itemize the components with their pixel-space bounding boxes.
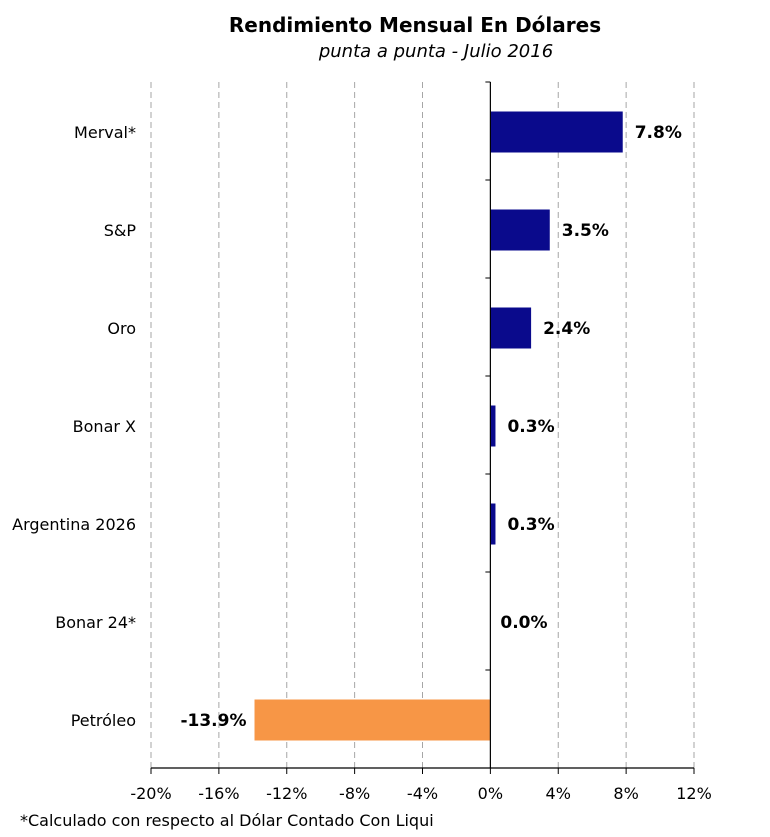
data-label: -13.9%	[180, 711, 246, 731]
x-tick-label: -20%	[130, 784, 171, 803]
category-label: Bonar 24*	[55, 613, 136, 632]
x-tick-label: -12%	[266, 784, 307, 803]
bar	[490, 209, 550, 251]
x-tick-label: -8%	[339, 784, 370, 803]
chart-subtitle: punta a punta - Julio 2016	[318, 41, 553, 62]
axes: -20% -16% -12% -8% -4% 0% 4% 8% 12%	[130, 81, 712, 803]
category-label: S&P	[104, 221, 137, 240]
labels: Merval* 7.8% S&P 3.5% Oro 2.4% Bonar X 0.3% Arge…	[12, 123, 682, 731]
bar	[490, 503, 496, 545]
category-label: Petróleo	[71, 711, 136, 730]
x-tick-label: -4%	[407, 784, 438, 803]
x-tick-label: 0%	[478, 784, 503, 803]
data-label: 0.3%	[507, 417, 554, 437]
category-label: Oro	[107, 319, 136, 338]
bar	[490, 111, 623, 153]
x-tick-label: -16%	[198, 784, 239, 803]
x-tick-label: 12%	[676, 784, 712, 803]
bars	[254, 111, 623, 741]
category-label: Merval*	[74, 123, 136, 142]
data-label: 0.0%	[500, 613, 547, 633]
x-tick-label: 4%	[546, 784, 571, 803]
chart-footnote: *Calculado con respecto al Dólar Contado…	[20, 811, 434, 830]
data-label: 2.4%	[543, 319, 590, 339]
data-label: 3.5%	[562, 221, 609, 241]
bar	[254, 699, 491, 741]
category-label: Bonar X	[73, 417, 136, 436]
data-label: 0.3%	[507, 515, 554, 535]
bar	[490, 307, 532, 349]
bar	[490, 405, 496, 447]
gridlines	[150, 82, 695, 768]
chart-title: Rendimiento Mensual En Dólares	[229, 13, 601, 37]
category-label: Argentina 2026	[12, 515, 136, 534]
x-tick-label: 8%	[613, 784, 638, 803]
data-label: 7.8%	[635, 123, 682, 143]
